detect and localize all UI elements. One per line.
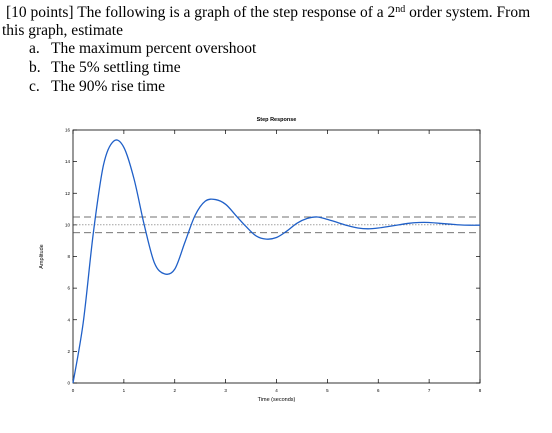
list-marker: a. bbox=[29, 40, 40, 57]
list-marker: b. bbox=[29, 59, 41, 76]
y-tick-label: 6 bbox=[67, 286, 70, 291]
y-tick-label: 8 bbox=[67, 254, 70, 259]
list-marker: c. bbox=[29, 78, 40, 95]
list-item-c: c. The 90% rise time bbox=[29, 78, 165, 96]
x-tick-label: 6 bbox=[377, 388, 380, 393]
list-item-b: b. The 5% settling time bbox=[29, 59, 181, 77]
x-axis-label: Time (seconds) bbox=[258, 397, 296, 403]
question-text: [10 points] The following is a graph of … bbox=[2, 4, 550, 40]
question-superscript: nd bbox=[395, 4, 406, 15]
series-line bbox=[72, 139, 481, 384]
x-tick-label: 7 bbox=[428, 388, 431, 393]
question-line-2: this graph, estimate bbox=[2, 22, 123, 39]
y-tick-label: 14 bbox=[65, 159, 71, 164]
points-label: [10 points] bbox=[6, 4, 74, 21]
list-item-a: a. The maximum percent overshoot bbox=[29, 40, 256, 58]
x-tick-label: 1 bbox=[123, 388, 126, 393]
y-axis-label: Amplitude bbox=[39, 244, 45, 268]
y-tick-label: 12 bbox=[65, 191, 71, 196]
y-tick-label: 2 bbox=[67, 349, 70, 354]
x-tick-label: 0 bbox=[72, 388, 75, 393]
y-tick-label: 0 bbox=[67, 381, 70, 386]
list-item-text: The 90% rise time bbox=[51, 78, 166, 95]
x-tick-label: 5 bbox=[326, 388, 329, 393]
list-item-text: The 5% settling time bbox=[51, 59, 181, 76]
chart-title: Step Response bbox=[257, 117, 297, 123]
question-line-1: [10 points] The following is a graph of … bbox=[6, 4, 550, 22]
x-tick-label: 2 bbox=[173, 388, 176, 393]
list-item-text: The maximum percent overshoot bbox=[51, 40, 257, 57]
x-tick-label: 4 bbox=[275, 388, 278, 393]
y-tick-label: 10 bbox=[65, 222, 71, 227]
x-tick-label: 3 bbox=[224, 388, 227, 393]
y-tick-label: 4 bbox=[67, 317, 70, 322]
question-lead-1: The following is a graph of the step res… bbox=[73, 4, 396, 21]
x-tick-label: 8 bbox=[479, 388, 482, 393]
plot-frame bbox=[72, 129, 481, 384]
y-tick-label: 16 bbox=[65, 128, 71, 133]
question-lead-2: order system. From bbox=[405, 4, 531, 21]
